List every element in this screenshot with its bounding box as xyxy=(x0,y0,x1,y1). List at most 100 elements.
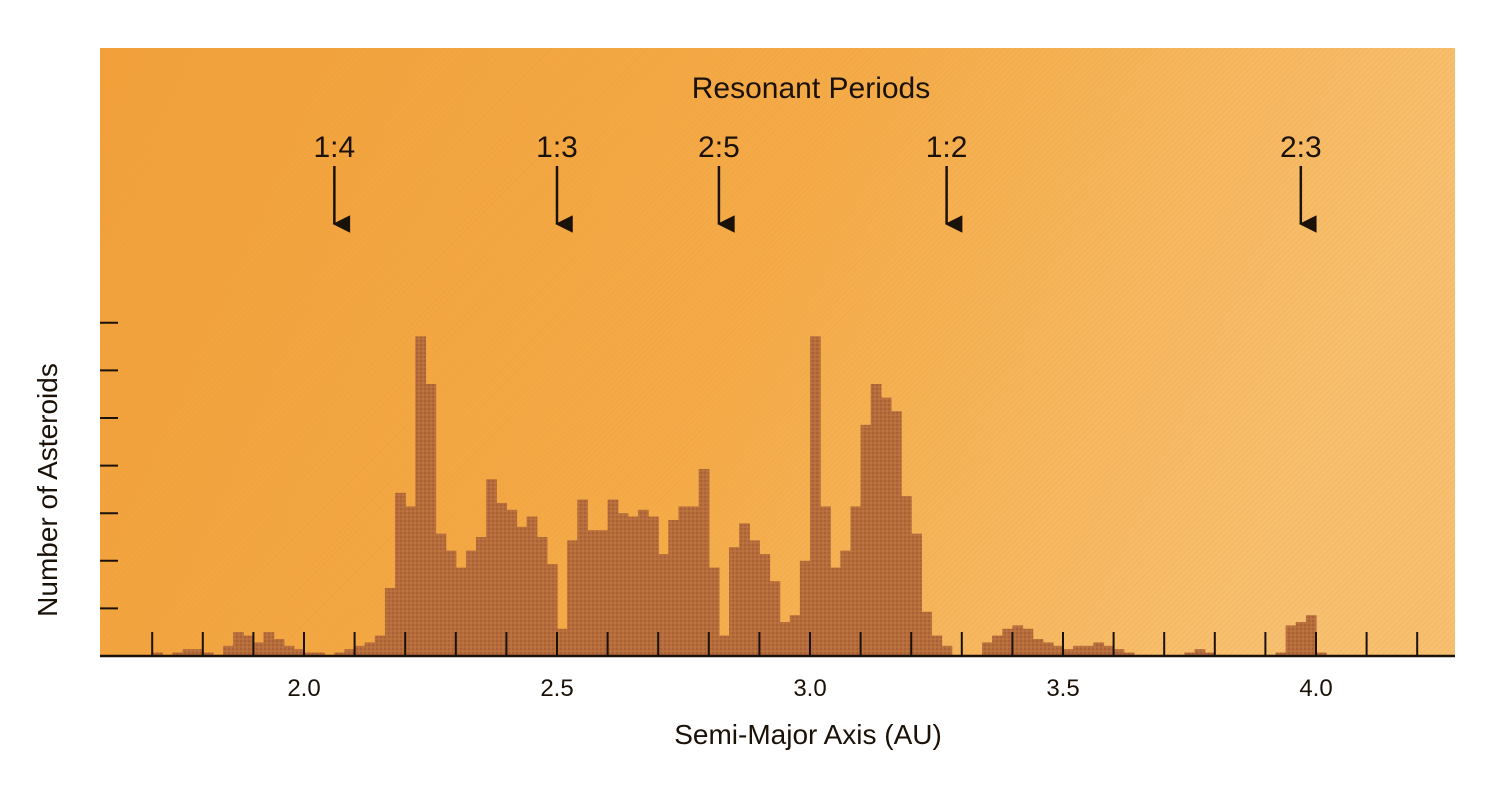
resonance-label: 2:5 xyxy=(698,131,740,164)
histogram-bar xyxy=(607,499,619,656)
histogram-bar xyxy=(587,530,599,656)
histogram-bar xyxy=(931,635,943,656)
histogram-bar xyxy=(435,533,447,656)
histogram-bar xyxy=(425,384,437,656)
resonance-markers: 1:4 1:3 2:5 1:2 2:3 xyxy=(314,131,1322,233)
histogram-bar xyxy=(304,652,315,656)
histogram-bar xyxy=(1275,652,1287,656)
histogram-bar xyxy=(688,506,700,656)
histogram-bar xyxy=(182,649,194,656)
histogram-bar xyxy=(911,533,922,656)
histogram-bar xyxy=(1204,652,1216,656)
histogram-bar xyxy=(516,526,528,656)
histogram-bar xyxy=(870,384,882,656)
histogram-bar xyxy=(455,567,467,656)
histogram-bar xyxy=(364,642,376,656)
histogram-bar xyxy=(1194,649,1206,656)
histogram-bar xyxy=(668,520,680,656)
x-axis-tick-labels: 2.0 2.5 3.0 3.5 4.0 xyxy=(287,675,1332,702)
histogram-bar xyxy=(1073,645,1084,656)
histogram-bar xyxy=(283,645,295,656)
histogram-bar xyxy=(992,635,1003,656)
histogram-bar xyxy=(850,506,862,656)
histogram-bar xyxy=(1123,652,1135,656)
y-axis-ticks xyxy=(100,321,118,610)
histogram-bar xyxy=(921,611,933,656)
x-tick-label: 3.0 xyxy=(793,675,826,702)
histogram-bar xyxy=(698,469,710,656)
x-tick-label: 3.5 xyxy=(1046,675,1079,702)
histogram-bar xyxy=(880,397,892,656)
histogram-bar xyxy=(557,628,568,656)
histogram-bar xyxy=(637,509,649,656)
resonance-label: 2:3 xyxy=(1280,131,1322,164)
histogram-bar xyxy=(263,632,275,656)
histogram-bar xyxy=(1184,652,1196,656)
histogram-bar xyxy=(1012,625,1024,656)
histogram-bar xyxy=(739,523,750,656)
histogram-bar xyxy=(1316,652,1327,656)
histogram-bar xyxy=(901,496,912,656)
histogram-bar xyxy=(253,642,265,656)
histogram-bar xyxy=(789,615,801,656)
histogram-bar xyxy=(1042,642,1054,656)
x-tick-label: 4.0 xyxy=(1299,675,1332,702)
histogram-bar xyxy=(708,567,720,656)
histogram-bar xyxy=(415,336,427,656)
histogram-bar xyxy=(314,652,325,656)
histogram-bar xyxy=(223,645,234,656)
histogram-bar xyxy=(982,642,993,656)
histogram-bar xyxy=(648,516,659,656)
histogram-bar xyxy=(1295,622,1307,656)
histogram-bar xyxy=(1002,628,1013,656)
histogram-bar xyxy=(293,649,305,656)
x-axis-ticks xyxy=(151,632,1419,656)
histogram-bar xyxy=(840,550,852,656)
histogram-bar xyxy=(830,567,841,656)
histogram-bar xyxy=(445,550,457,656)
histogram-bar xyxy=(860,424,872,656)
histogram-bar xyxy=(536,537,548,656)
histogram-bar xyxy=(1022,628,1034,656)
histogram-bar xyxy=(192,649,204,656)
histogram-bar xyxy=(941,645,953,656)
histogram-bar xyxy=(465,550,477,656)
resonance-label: 1:4 xyxy=(314,131,356,164)
plot-texture xyxy=(100,48,1455,656)
histogram-bar xyxy=(354,645,366,656)
histogram-bar xyxy=(334,652,346,656)
histogram-bar xyxy=(1063,649,1074,656)
histogram-bar xyxy=(384,588,396,656)
histogram-bar xyxy=(890,411,902,656)
histogram-bar xyxy=(344,649,356,656)
histogram-bar xyxy=(486,479,497,656)
histogram-bar xyxy=(627,516,639,656)
histogram-bar xyxy=(759,554,771,656)
x-tick-label: 2.0 xyxy=(287,675,320,702)
histogram-bar xyxy=(749,540,760,656)
histogram-bar xyxy=(718,635,730,656)
histogram-bar xyxy=(526,516,538,656)
histogram-bars xyxy=(152,336,1327,656)
histogram-bar xyxy=(729,547,740,656)
histogram-bar xyxy=(799,560,811,656)
x-axis-label: Semi-Major Axis (AU) xyxy=(674,719,942,750)
histogram-bar xyxy=(496,503,507,656)
histogram-bar xyxy=(1083,645,1094,656)
histogram-bar xyxy=(202,652,214,656)
histogram-bar xyxy=(1113,649,1125,656)
histogram-bar xyxy=(658,554,669,656)
histogram-bar xyxy=(506,509,518,656)
resonance-label: 1:3 xyxy=(536,131,578,164)
histogram-bar xyxy=(1093,642,1105,656)
histogram-bar xyxy=(152,652,163,656)
histogram-bar xyxy=(1103,645,1115,656)
histogram-bar xyxy=(769,581,781,656)
resonance-label: 1:2 xyxy=(926,131,968,164)
histogram-bar xyxy=(395,492,406,656)
histogram-bar xyxy=(273,639,285,656)
histogram-bar xyxy=(1285,625,1297,656)
histogram-bar xyxy=(577,499,588,656)
histogram-bar xyxy=(405,506,416,656)
